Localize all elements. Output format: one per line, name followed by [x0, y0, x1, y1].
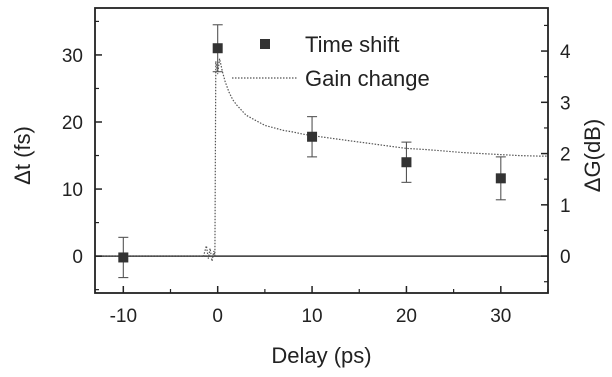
time-shift-point-2	[307, 131, 318, 142]
x-tick-label-10: 10	[301, 306, 322, 327]
time-shift-point-4	[495, 173, 506, 184]
left-y-axis-title: Δt (fs)	[10, 126, 35, 185]
yl-tick-label-30: 30	[62, 46, 83, 67]
time-shift-series	[118, 24, 506, 279]
gain-change-line	[95, 58, 548, 262]
time-shift-point-0	[118, 252, 129, 263]
yr-tick-label-4: 4	[560, 42, 571, 63]
yr-tick-label-0: 0	[560, 247, 571, 268]
legend-gain-change-label: Gain change	[305, 66, 430, 91]
legend-time-shift-marker	[260, 39, 270, 49]
x-tick-label--10: -10	[110, 306, 137, 327]
yr-tick-label-2: 2	[560, 145, 571, 166]
gain-change-series	[95, 58, 548, 262]
legend-time-shift-label: Time shift	[305, 32, 400, 57]
right-y-axis-title: ΔG(dB)	[580, 119, 605, 192]
yl-tick-label-0: 0	[72, 247, 83, 268]
x-axis-title: Delay (ps)	[271, 343, 371, 368]
yl-tick-label-10: 10	[62, 180, 83, 201]
tick-labels: -10 0 10 20 30 0 10 20 30 0 1 2 3 4	[62, 42, 571, 327]
x-tick-label-20: 20	[396, 306, 417, 327]
yr-tick-label-1: 1	[560, 196, 571, 217]
yr-tick-label-3: 3	[560, 93, 571, 114]
x-tick-label-30: 30	[490, 306, 511, 327]
time-shift-point-3	[401, 157, 412, 168]
plot-frame	[94, 7, 549, 294]
legend: Time shift Gain change	[232, 32, 430, 91]
x-tick-label-0: 0	[212, 306, 223, 327]
time-shift-point-1	[212, 43, 223, 54]
yl-tick-label-20: 20	[62, 113, 83, 134]
axis-ticks	[95, 20, 549, 293]
